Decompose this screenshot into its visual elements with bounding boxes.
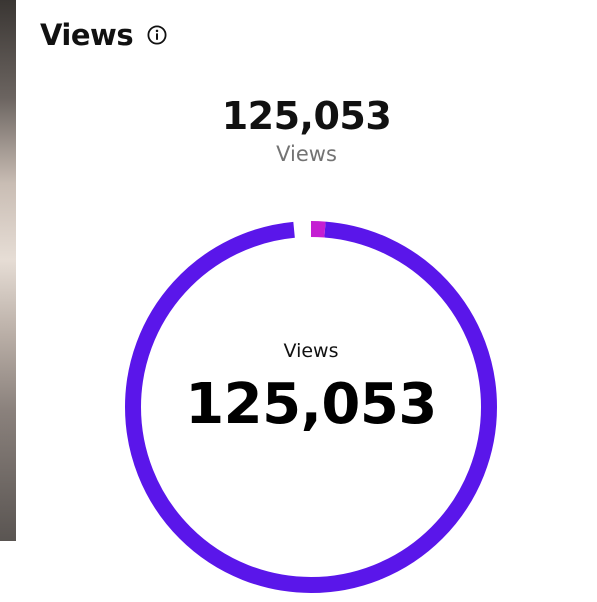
info-icon[interactable] bbox=[147, 25, 167, 45]
donut-accent-segment bbox=[125, 221, 497, 593]
donut-center-label: Views bbox=[283, 340, 339, 362]
donut-center-value: 125,053 bbox=[185, 372, 437, 437]
page-title: Views bbox=[40, 18, 134, 52]
background-photo-edge bbox=[0, 0, 16, 541]
views-insight-card: Views 125,053 Views Views 125,053 bbox=[16, 0, 597, 593]
views-total-value: 125,053 bbox=[221, 94, 392, 138]
card-header: Views bbox=[40, 18, 167, 52]
views-total-label: Views bbox=[276, 142, 337, 166]
